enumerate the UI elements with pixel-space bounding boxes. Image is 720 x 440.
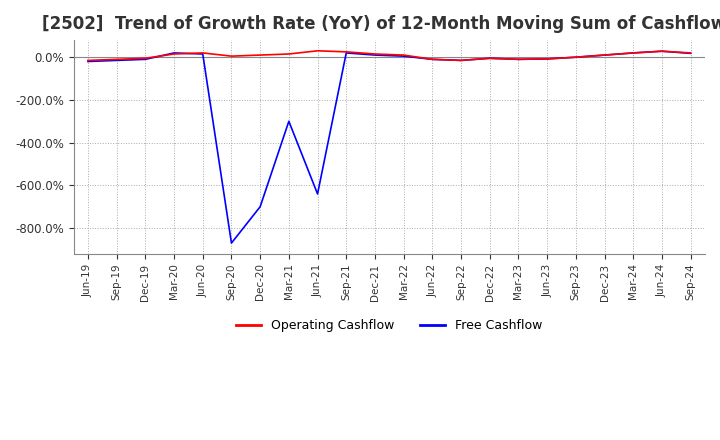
Operating Cashflow	[371, 51, 379, 57]
Free Cashflow	[600, 52, 609, 58]
Operating Cashflow	[629, 50, 638, 55]
Line: Operating Cashflow: Operating Cashflow	[88, 51, 690, 60]
Operating Cashflow	[485, 55, 494, 61]
Free Cashflow	[256, 204, 264, 209]
Free Cashflow	[284, 119, 293, 124]
Operating Cashflow	[199, 50, 207, 55]
Operating Cashflow	[227, 54, 235, 59]
Operating Cashflow	[428, 57, 436, 62]
Operating Cashflow	[456, 58, 465, 63]
Free Cashflow	[485, 55, 494, 61]
Operating Cashflow	[170, 51, 179, 57]
Operating Cashflow	[313, 48, 322, 53]
Free Cashflow	[84, 59, 92, 64]
Operating Cashflow	[400, 52, 408, 58]
Free Cashflow	[227, 240, 235, 246]
Operating Cashflow	[543, 56, 552, 62]
Operating Cashflow	[112, 57, 121, 62]
Operating Cashflow	[686, 50, 695, 55]
Free Cashflow	[456, 58, 465, 63]
Free Cashflow	[112, 58, 121, 63]
Free Cashflow	[543, 56, 552, 62]
Operating Cashflow	[514, 57, 523, 62]
Free Cashflow	[657, 48, 666, 54]
Free Cashflow	[199, 51, 207, 57]
Operating Cashflow	[342, 49, 351, 55]
Free Cashflow	[141, 57, 150, 62]
Operating Cashflow	[600, 52, 609, 58]
Free Cashflow	[371, 52, 379, 58]
Operating Cashflow	[657, 48, 666, 54]
Free Cashflow	[428, 57, 436, 62]
Free Cashflow	[629, 50, 638, 55]
Legend: Operating Cashflow, Free Cashflow: Operating Cashflow, Free Cashflow	[231, 314, 547, 337]
Title: [2502]  Trend of Growth Rate (YoY) of 12-Month Moving Sum of Cashflows: [2502] Trend of Growth Rate (YoY) of 12-…	[42, 15, 720, 33]
Operating Cashflow	[572, 55, 580, 60]
Line: Free Cashflow: Free Cashflow	[88, 51, 690, 243]
Free Cashflow	[342, 50, 351, 55]
Operating Cashflow	[141, 55, 150, 61]
Free Cashflow	[170, 50, 179, 55]
Operating Cashflow	[284, 51, 293, 57]
Free Cashflow	[400, 54, 408, 59]
Free Cashflow	[572, 55, 580, 60]
Free Cashflow	[686, 51, 695, 56]
Operating Cashflow	[84, 58, 92, 63]
Free Cashflow	[313, 191, 322, 197]
Operating Cashflow	[256, 52, 264, 58]
Free Cashflow	[514, 57, 523, 62]
